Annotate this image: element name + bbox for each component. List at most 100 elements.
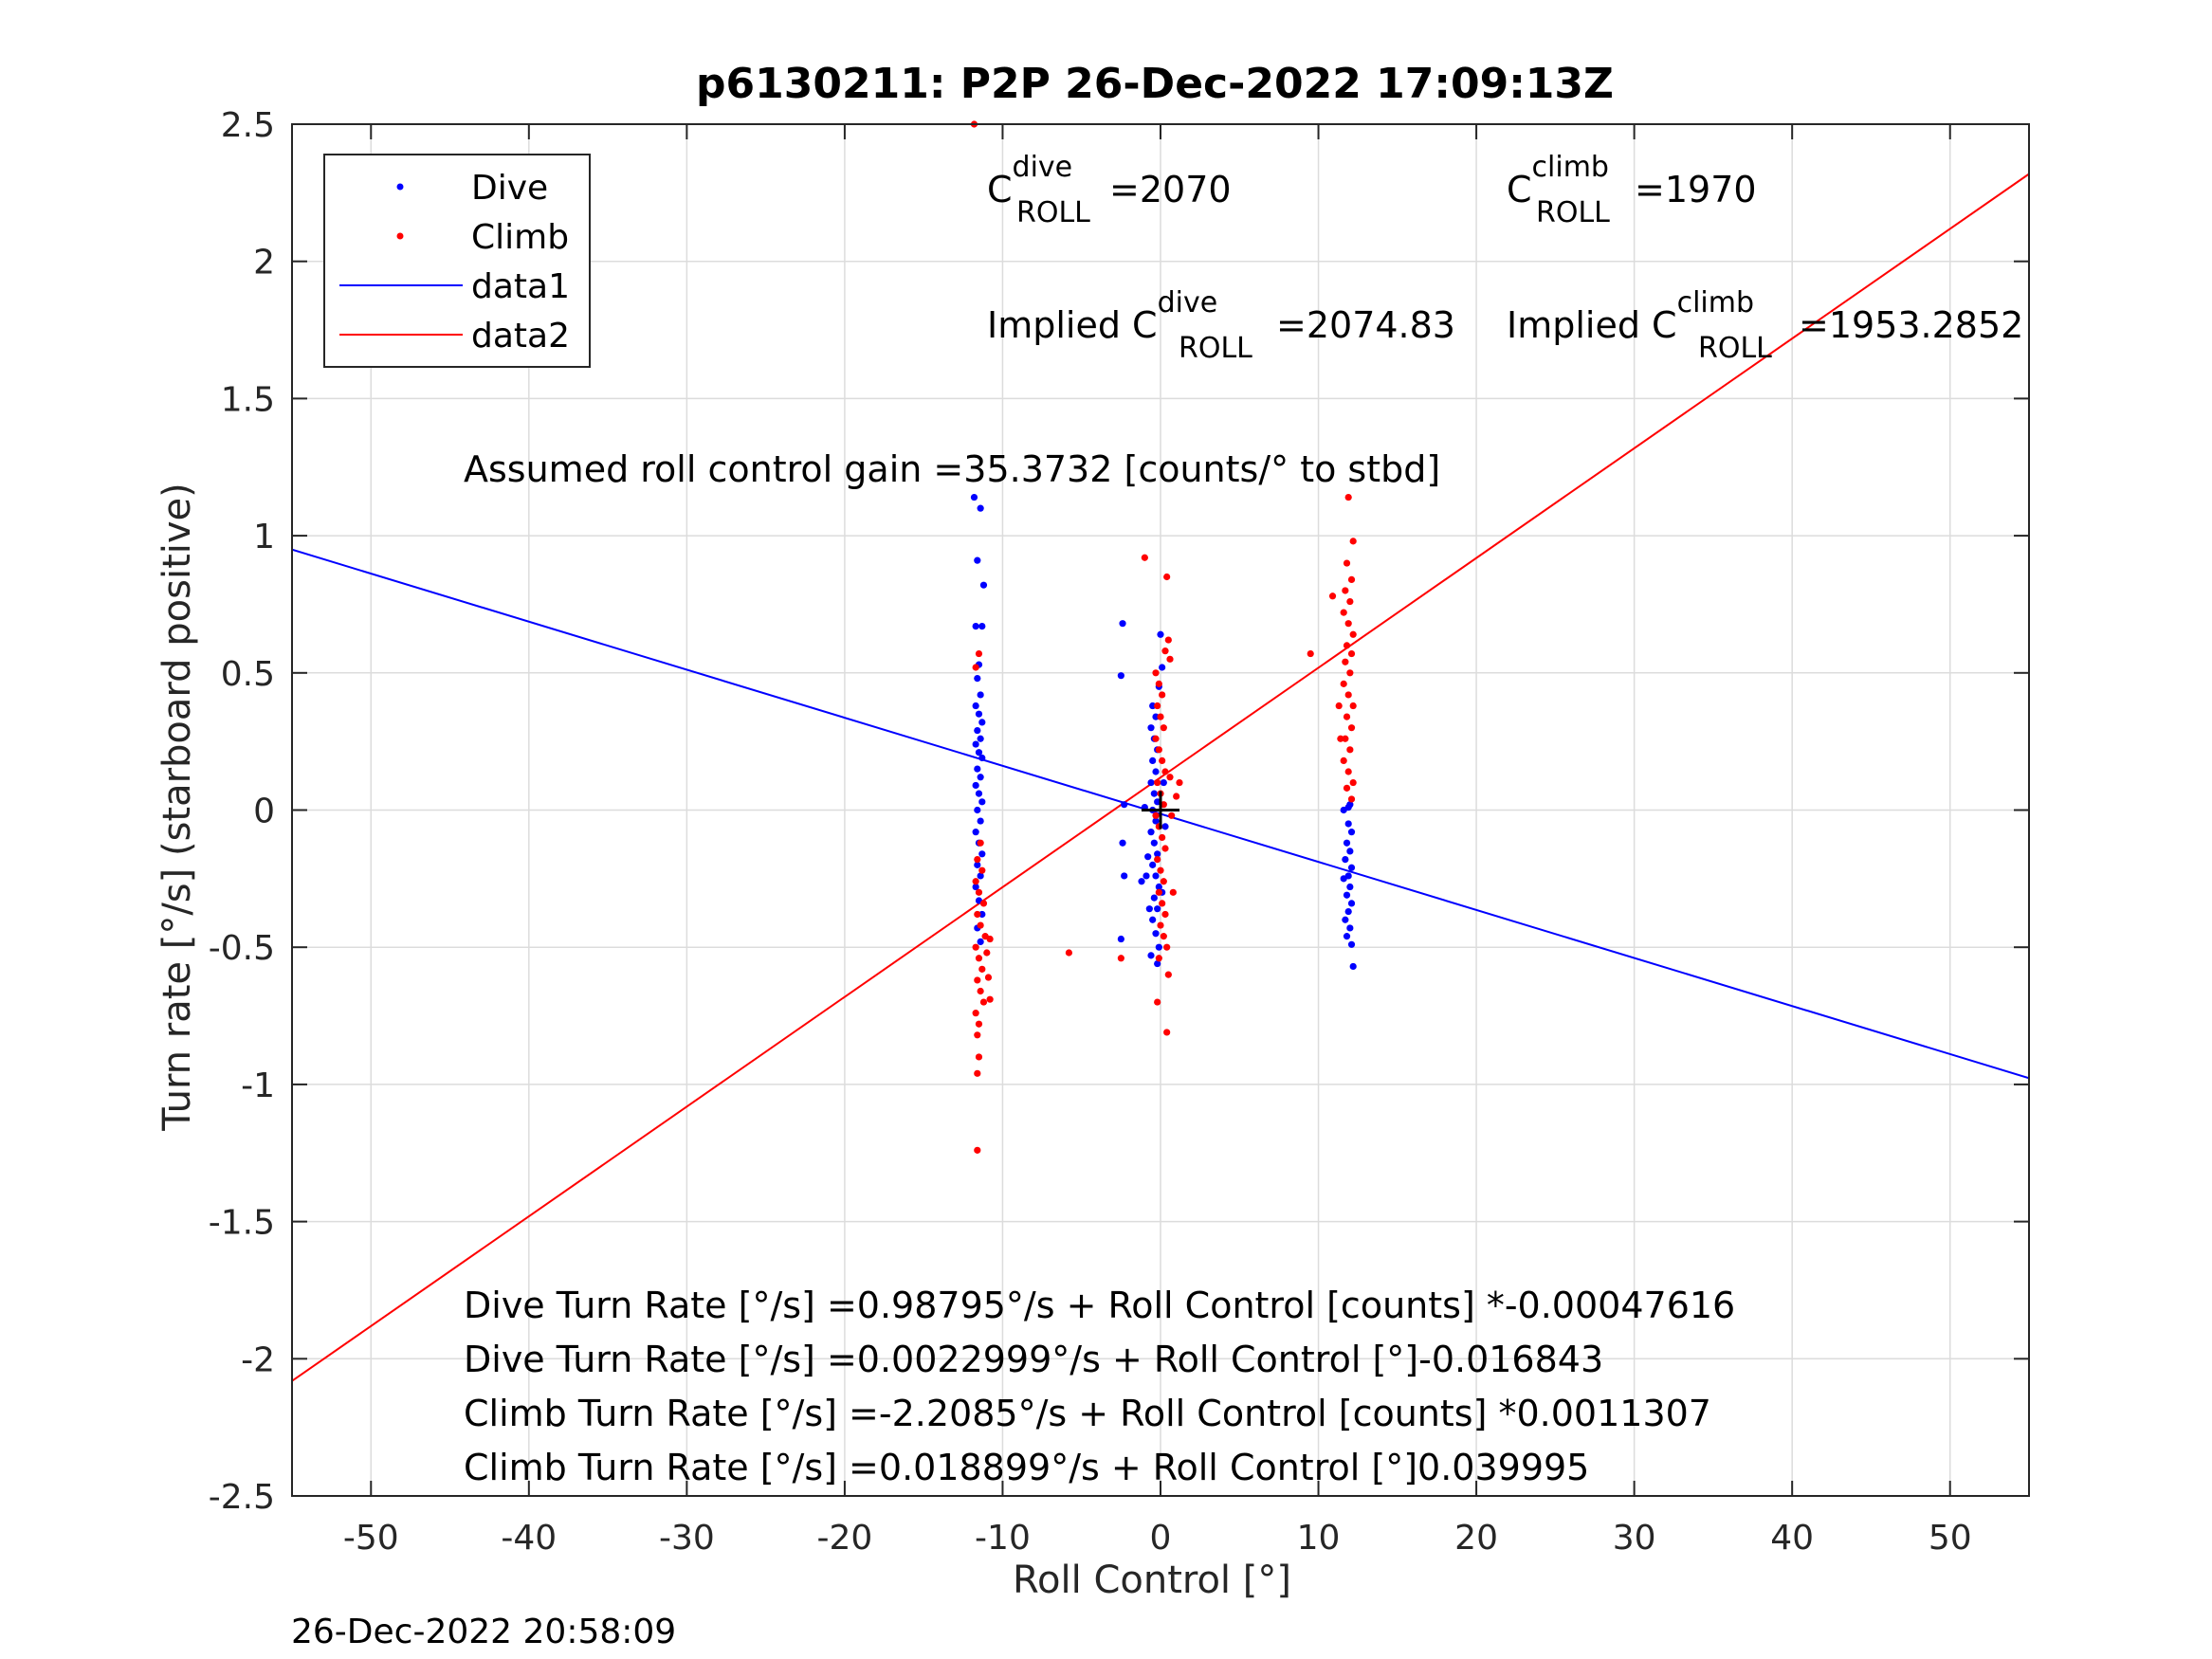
- dive-point: [1347, 900, 1356, 907]
- climb-point: [1159, 691, 1166, 699]
- climb-point: [1173, 793, 1180, 800]
- dive-point: [975, 710, 983, 718]
- climb-point: [1346, 597, 1354, 606]
- climb-point: [1154, 998, 1161, 1006]
- dive-point: [977, 504, 984, 512]
- climb-point: [1160, 801, 1167, 809]
- chart-title: p6130211: P2P 26-Dec-2022 17:09:13Z: [696, 60, 1614, 108]
- x-tick-label: -30: [659, 1519, 715, 1558]
- climb-point: [974, 1031, 981, 1039]
- climb-point: [1155, 955, 1162, 962]
- dive-point: [1161, 823, 1169, 830]
- y-axis-label: Turn rate [°/s] (starboard positive): [155, 483, 199, 1132]
- x-tick-label: -20: [817, 1519, 873, 1558]
- dive-point: [1154, 959, 1161, 968]
- climb-point: [1349, 630, 1357, 638]
- climb-point: [1155, 746, 1162, 754]
- climb-point: [1152, 669, 1160, 677]
- dive-point: [972, 702, 979, 710]
- climb-point: [1154, 702, 1161, 710]
- data-points: [970, 120, 1357, 1154]
- climb-equation-degrees: Climb Turn Rate [°/s] =0.018899°/s + Rol…: [464, 1447, 1589, 1488]
- x-tick-label: 10: [1297, 1519, 1341, 1558]
- gain-annotation: Assumed roll control gain =35.3732 [coun…: [464, 448, 1440, 490]
- climb-point: [1157, 713, 1164, 720]
- dive-point: [1119, 620, 1126, 628]
- legend-dive-swatch: [396, 183, 404, 191]
- dive-point: [1349, 962, 1357, 971]
- climb-point: [1157, 866, 1164, 874]
- y-tick-label: -2.5: [209, 1478, 275, 1517]
- climb-point: [1328, 592, 1337, 600]
- x-tick-label: 0: [1150, 1519, 1172, 1558]
- dive-equation-counts: Dive Turn Rate [°/s] =0.98795°/s + Roll …: [464, 1285, 1735, 1326]
- dive-point: [977, 691, 984, 699]
- climb-point: [1347, 649, 1356, 658]
- dive-point: [1159, 664, 1166, 671]
- climb-point: [975, 955, 983, 962]
- implied-c-roll-dive-text: Implied Cdive ROLL=2074.83: [987, 286, 1455, 365]
- x-tick-label: 40: [1770, 1519, 1814, 1558]
- climb-point: [978, 866, 986, 874]
- climb-point: [986, 935, 994, 943]
- dive-point: [1155, 943, 1162, 951]
- dive-point: [979, 581, 988, 589]
- climb-point: [1161, 845, 1169, 852]
- dive-point: [978, 798, 986, 806]
- climb-point: [977, 987, 984, 995]
- dive-point: [1346, 883, 1354, 891]
- dive-point: [1152, 768, 1160, 775]
- dive-point: [1347, 864, 1356, 871]
- legend-climb-label: Climb: [471, 218, 569, 257]
- dive-point: [1117, 672, 1124, 680]
- dive-point: [1145, 905, 1153, 913]
- dive-point: [978, 850, 986, 858]
- dive-point: [977, 817, 984, 825]
- climb-point: [1155, 680, 1162, 687]
- dive-point: [975, 749, 983, 757]
- climb-point: [975, 649, 983, 658]
- climb-point: [974, 1146, 981, 1154]
- climb-point: [974, 976, 981, 984]
- dive-point: [978, 754, 986, 762]
- origin-marker: [1142, 791, 1179, 830]
- dive-point: [977, 735, 984, 742]
- climb-point: [1159, 900, 1166, 907]
- climb-point: [975, 888, 983, 896]
- y-tick-label: 0.5: [221, 655, 275, 694]
- dive-point: [1150, 894, 1158, 902]
- y-tick-label: 0: [253, 793, 275, 831]
- climb-point: [983, 949, 991, 957]
- climb-point: [1065, 949, 1073, 957]
- climb-point: [1343, 784, 1351, 792]
- dive-point: [1344, 907, 1352, 916]
- dive-point: [1340, 875, 1347, 883]
- dive-point: [972, 829, 979, 836]
- climb-point: [972, 664, 979, 671]
- climb-point: [1164, 636, 1172, 644]
- climb-point: [1168, 811, 1176, 819]
- timestamp: 26-Dec-2022 20:58:09: [291, 1613, 676, 1651]
- climb-point: [1176, 778, 1183, 787]
- dive-point: [1150, 790, 1158, 797]
- dive-point: [1152, 872, 1160, 880]
- climb-point: [972, 878, 979, 885]
- dive-point: [1152, 713, 1160, 720]
- dive-point: [1149, 757, 1157, 765]
- dive-point: [1147, 778, 1155, 787]
- legend-data2-label: data2: [471, 317, 570, 356]
- climb-point: [1337, 735, 1344, 742]
- climb-point: [1343, 713, 1351, 720]
- climb-point: [1164, 971, 1172, 978]
- dive-point: [1138, 878, 1145, 885]
- dive-point: [1143, 872, 1150, 880]
- dive-point: [974, 556, 981, 564]
- climb-point: [1161, 910, 1169, 919]
- dive-point: [972, 883, 979, 891]
- climb-point: [972, 1010, 979, 1017]
- fit-line-data2: [292, 173, 2029, 1382]
- climb-point: [1161, 768, 1169, 775]
- climb-point: [977, 921, 984, 929]
- dive-point: [974, 726, 981, 735]
- dive-point: [977, 774, 984, 781]
